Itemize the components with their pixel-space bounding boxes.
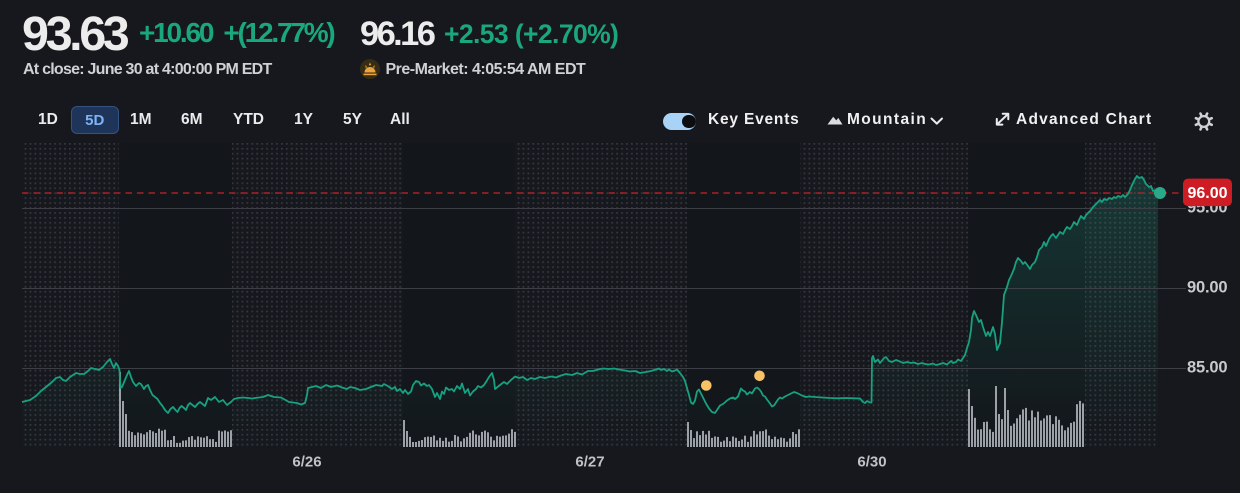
- svg-text:6/27: 6/27: [575, 454, 604, 471]
- svg-text:6/30: 6/30: [857, 454, 886, 471]
- svg-text:85.00: 85.00: [1187, 359, 1227, 377]
- svg-text:96.00: 96.00: [1187, 185, 1227, 202]
- svg-text:6/26: 6/26: [292, 454, 321, 471]
- svg-text:90.00: 90.00: [1187, 279, 1227, 297]
